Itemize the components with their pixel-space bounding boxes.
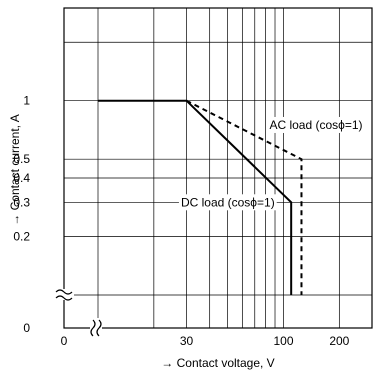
series-label-bg (178, 194, 277, 211)
x-tick-label: 200 (329, 334, 349, 348)
series-label-bg (267, 116, 365, 133)
series-line-ac-load (186, 99, 303, 295)
x-axis-break-icon (90, 318, 102, 338)
plot-frame (63, 7, 373, 329)
grid (64, 8, 372, 328)
y-tick-label: 1 (23, 94, 30, 108)
y-axis-break-wave (55, 289, 73, 295)
y-tick-label: 0.3 (13, 195, 30, 209)
y-axis-label: → Contact current, A (8, 114, 22, 225)
x-axis-label: → Contact voltage, V (161, 356, 274, 370)
y-tick-label: 0.2 (13, 230, 30, 244)
series-label-dc-load: DC load (cosϕ=1) (181, 195, 275, 209)
tick-labels: 1 0.5 0.4 0.3 0.2 0 0 30 100 200 (13, 94, 349, 348)
x-axis-break-wave (96, 319, 102, 337)
x-axis-break-gap (90, 318, 102, 338)
series-line-dc-load (98, 99, 293, 295)
y-tick-label: 0.4 (13, 171, 30, 185)
x-tick-label: 30 (180, 334, 194, 348)
x-tick-label: 100 (273, 334, 293, 348)
y-tick-label: 0.5 (13, 152, 30, 166)
series-layer: DC load (cosϕ=1) AC load (cosϕ=1) (98, 99, 365, 295)
y-axis-break-icon (54, 289, 74, 301)
x-axis-break-wave (90, 319, 96, 337)
y-axis-break-wave (55, 295, 73, 301)
x-tick-label: 0 (61, 334, 68, 348)
y-tick-label: 0 (23, 321, 30, 335)
series-label-ac-load: AC load (cosϕ=1) (269, 118, 362, 132)
y-axis-break-gap (54, 289, 74, 300)
